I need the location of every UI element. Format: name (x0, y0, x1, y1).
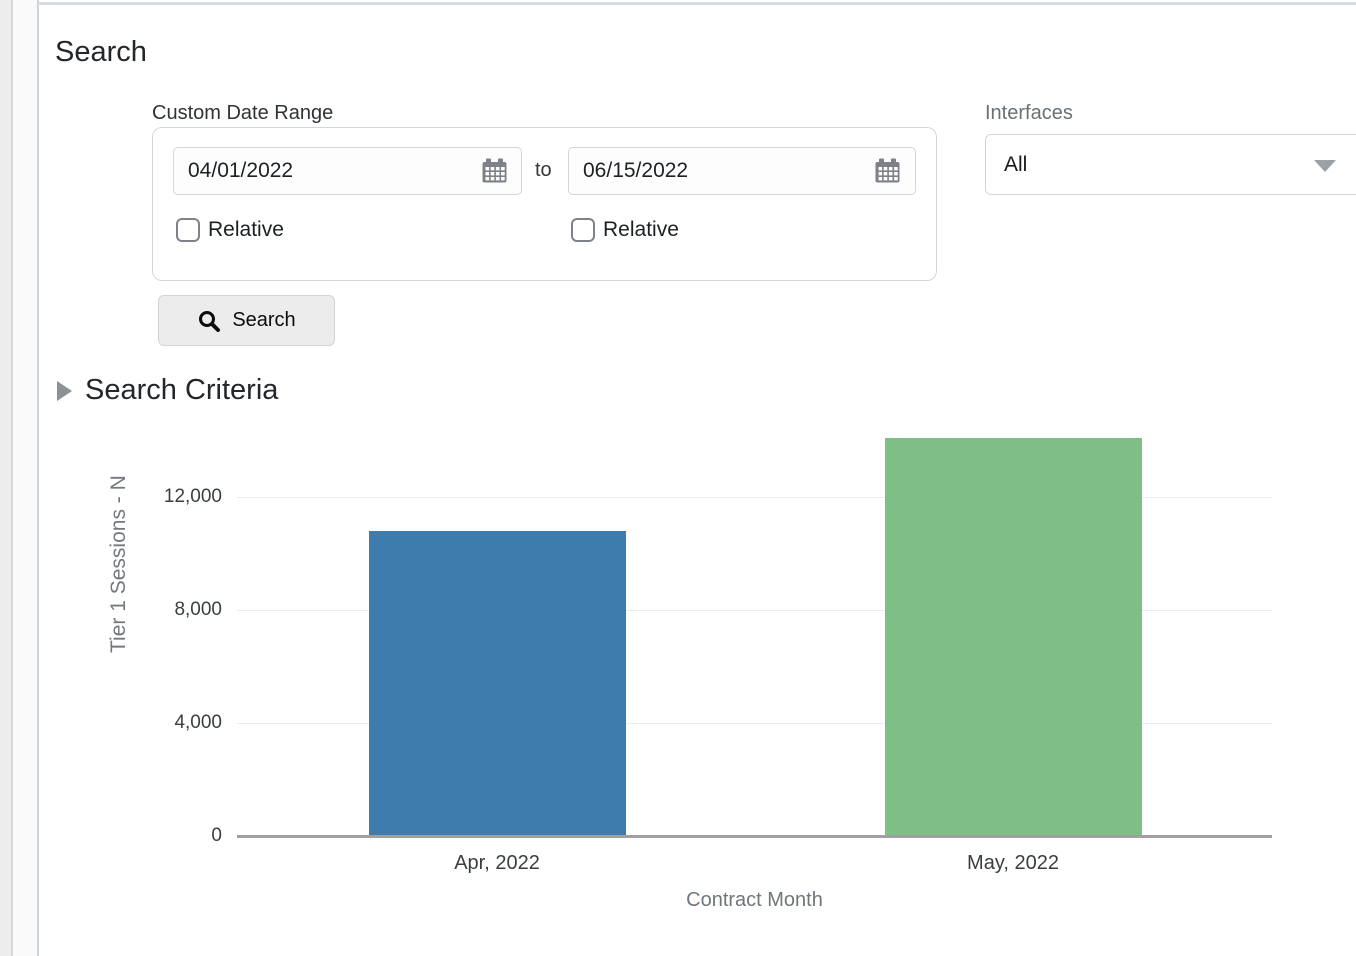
page-title: Search (55, 36, 147, 68)
interfaces-select[interactable]: All (985, 134, 1356, 195)
custom-date-range-label: Custom Date Range (152, 102, 334, 124)
date-range-to-separator: to (535, 159, 552, 181)
search-criteria-title[interactable]: Search Criteria (85, 374, 279, 406)
interfaces-label: Interfaces (985, 102, 1073, 124)
card-left-border (37, 0, 39, 956)
interfaces-selected-value: All (1004, 153, 1028, 176)
y-axis-title: Tier 1 Sessions - N (104, 437, 134, 653)
calendar-icon[interactable] (874, 157, 901, 184)
date-to-input[interactable] (568, 147, 916, 195)
card-top-border (38, 2, 1356, 5)
bar-apr-2022[interactable] (368, 531, 626, 836)
x-axis-tick-label: May, 2022 (967, 852, 1059, 874)
triangle-right-icon[interactable] (57, 381, 72, 401)
relative-from-checkbox[interactable] (176, 218, 200, 242)
chevron-down-icon (1314, 160, 1336, 172)
y-axis-title-text: Tier 1 Sessions - N (107, 475, 130, 653)
left-rail-border (11, 0, 13, 956)
y-gridline (237, 609, 1272, 611)
bar-may-2022[interactable] (884, 437, 1142, 836)
y-axis-tick-label: 12,000 (163, 486, 222, 508)
search-button[interactable]: Search (158, 295, 335, 346)
search-button-label: Search (232, 309, 296, 331)
search-icon (199, 310, 221, 332)
relative-to-label: Relative (603, 218, 679, 241)
date-range-fieldset: to Relative Relative (152, 127, 937, 281)
y-gridline (237, 722, 1272, 724)
calendar-icon[interactable] (481, 157, 508, 184)
x-axis-tick-label: Apr, 2022 (454, 852, 540, 874)
x-axis-line (237, 835, 1272, 838)
x-axis-title: Contract Month (686, 889, 823, 911)
relative-to-checkbox[interactable] (571, 218, 595, 242)
left-rail (0, 0, 11, 956)
y-axis-tick-label: 0 (211, 825, 222, 846)
y-axis-tick-label: 4,000 (174, 712, 222, 734)
left-gutter (13, 0, 37, 956)
date-from-input[interactable] (173, 147, 522, 195)
relative-from-label: Relative (208, 218, 284, 241)
y-gridline (237, 496, 1272, 498)
y-axis-tick-label: 8,000 (174, 599, 222, 621)
